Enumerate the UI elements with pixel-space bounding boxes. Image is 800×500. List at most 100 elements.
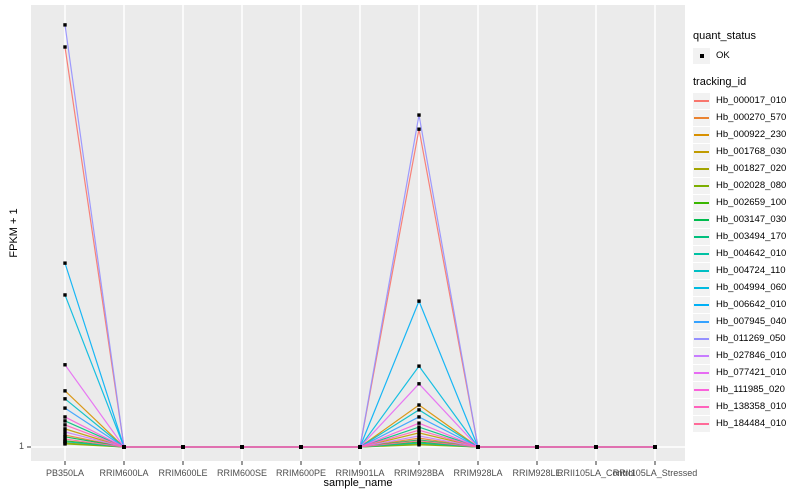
legend-key-box	[693, 364, 710, 381]
panel-background	[31, 5, 685, 461]
line-swatch-icon	[694, 371, 709, 374]
x-tick-label: RRIM600LE	[158, 468, 208, 478]
legend-key-box	[693, 279, 710, 296]
data-marker	[181, 445, 185, 449]
legend-entry-Hb_003147_030: Hb_003147_030	[693, 211, 799, 228]
x-tick-label: RRIM901LA	[335, 468, 385, 478]
line-swatch-icon	[694, 116, 709, 119]
data-marker	[63, 442, 67, 446]
legend-entry-Hb_002659_100: Hb_002659_100	[693, 194, 799, 211]
line-swatch-icon	[694, 354, 709, 357]
legend-entry-label: Hb_001827_020	[716, 163, 787, 174]
legend-entry-label: Hb_027846_010	[716, 350, 787, 361]
legend-entry-label: Hb_111985_020	[716, 384, 785, 395]
legend-entry-label: Hb_000922_230	[716, 129, 787, 140]
data-marker	[63, 261, 67, 265]
line-swatch-icon	[694, 405, 709, 408]
tracking-id-entries: Hb_000017_010 Hb_000270_570 Hb_000922_230 H…	[693, 92, 799, 432]
legend-entry-label: Hb_003147_030	[716, 214, 787, 225]
line-swatch-icon	[694, 184, 709, 187]
legend-entry-Hb_001768_030: Hb_001768_030	[693, 143, 799, 160]
legend-entry-label: Hb_077421_010	[716, 367, 787, 378]
data-marker	[594, 445, 598, 449]
line-swatch-icon	[694, 218, 709, 221]
x-tick-label: RRIM600PE	[275, 468, 327, 478]
x-tick-label: RRIM928BA	[393, 468, 445, 478]
line-swatch-icon	[694, 286, 709, 289]
legend-entry-label: Hb_000017_010	[716, 95, 787, 106]
legend-entry-label: Hb_006642_010	[716, 299, 787, 310]
data-marker	[417, 403, 421, 407]
legend-entry-Hb_003494_170: Hb_003494_170	[693, 228, 799, 245]
legend-entry-label: Hb_011269_050	[716, 333, 786, 344]
data-marker	[417, 428, 421, 432]
data-marker	[417, 441, 421, 445]
data-marker	[63, 433, 67, 437]
line-swatch-icon	[694, 99, 709, 102]
data-marker	[63, 23, 67, 27]
line-swatch-icon	[694, 388, 709, 391]
data-marker	[63, 427, 67, 431]
legend-entry-label: Hb_001768_030	[716, 146, 787, 157]
line-swatch-icon	[694, 235, 709, 238]
data-marker	[417, 443, 421, 447]
legend-entry-Hb_004642_010: Hb_004642_010	[693, 245, 799, 262]
legend-key-box	[693, 330, 710, 347]
legend-key-box	[693, 415, 710, 432]
data-marker	[417, 434, 421, 438]
legend-entry-Hb_111985_020: Hb_111985_020	[693, 381, 799, 398]
x-tick-label: RRII105LA_Stressed	[612, 468, 698, 478]
legend-entry-label: Hb_004724_110	[716, 265, 786, 276]
legend-key-box	[693, 398, 710, 415]
legend-key-box	[693, 296, 710, 313]
legend-key-box	[693, 160, 710, 177]
data-marker	[417, 421, 421, 425]
legend-entry-Hb_000017_010: Hb_000017_010	[693, 92, 799, 109]
data-marker	[63, 415, 67, 419]
legend-entry-label: Hb_184484_010	[716, 418, 787, 429]
legend-entry-label: Hb_003494_170	[716, 231, 787, 242]
legend-entry-Hb_138358_010: Hb_138358_010	[693, 398, 799, 415]
legend-title-tracking-id: tracking_id	[693, 76, 747, 88]
data-marker	[417, 431, 421, 435]
data-marker	[122, 445, 126, 449]
legend-entry-label: Hb_004642_010	[716, 248, 787, 259]
legend-entry-Hb_001827_020: Hb_001827_020	[693, 160, 799, 177]
legend-entry-label: Hb_004994_060	[716, 282, 787, 293]
legend-key-box	[693, 347, 710, 364]
legend-entry-label: Hb_002659_100	[716, 197, 787, 208]
data-marker	[417, 425, 421, 429]
y-axis-title: FPKM + 1	[8, 208, 20, 258]
legend-key-box	[693, 126, 710, 143]
data-marker	[63, 389, 67, 393]
data-marker	[417, 382, 421, 386]
data-marker	[63, 435, 67, 439]
line-swatch-icon	[694, 303, 709, 306]
data-marker	[63, 430, 67, 434]
data-marker	[417, 415, 421, 419]
x-tick-label: RRIM600SE	[216, 468, 268, 478]
legend-entry-Hb_006642_010: Hb_006642_010	[693, 296, 799, 313]
legend-entry-label: Hb_000270_570	[716, 112, 787, 123]
data-marker	[63, 293, 67, 297]
data-marker	[417, 127, 421, 131]
data-marker	[63, 439, 67, 444]
legend-key-box	[693, 47, 710, 64]
y-tick-label: 1	[18, 441, 24, 451]
legend-entry-Hb_000270_570: Hb_000270_570	[693, 109, 799, 126]
legend-entry-Hb_002028_080: Hb_002028_080	[693, 177, 799, 194]
line-swatch-icon	[694, 320, 709, 323]
legend-key-box	[693, 211, 710, 228]
data-marker	[240, 445, 244, 449]
x-tick-label: RRIM928LA	[453, 468, 503, 478]
x-tick-label: RRIM600LA	[99, 468, 149, 478]
legend-title-quant-status: quant_status	[693, 30, 756, 42]
legend-entry-Hb_004724_110: Hb_004724_110	[693, 262, 799, 279]
data-marker	[417, 113, 421, 117]
line-swatch-icon	[694, 422, 709, 425]
legend-entry-Hb_184484_010: Hb_184484_010	[693, 415, 799, 432]
line-swatch-icon	[694, 133, 709, 136]
legend-entry-Hb_011269_050: Hb_011269_050	[693, 330, 799, 347]
legend-entry-label: Hb_002028_080	[716, 180, 787, 191]
legend-key-box	[693, 92, 710, 109]
